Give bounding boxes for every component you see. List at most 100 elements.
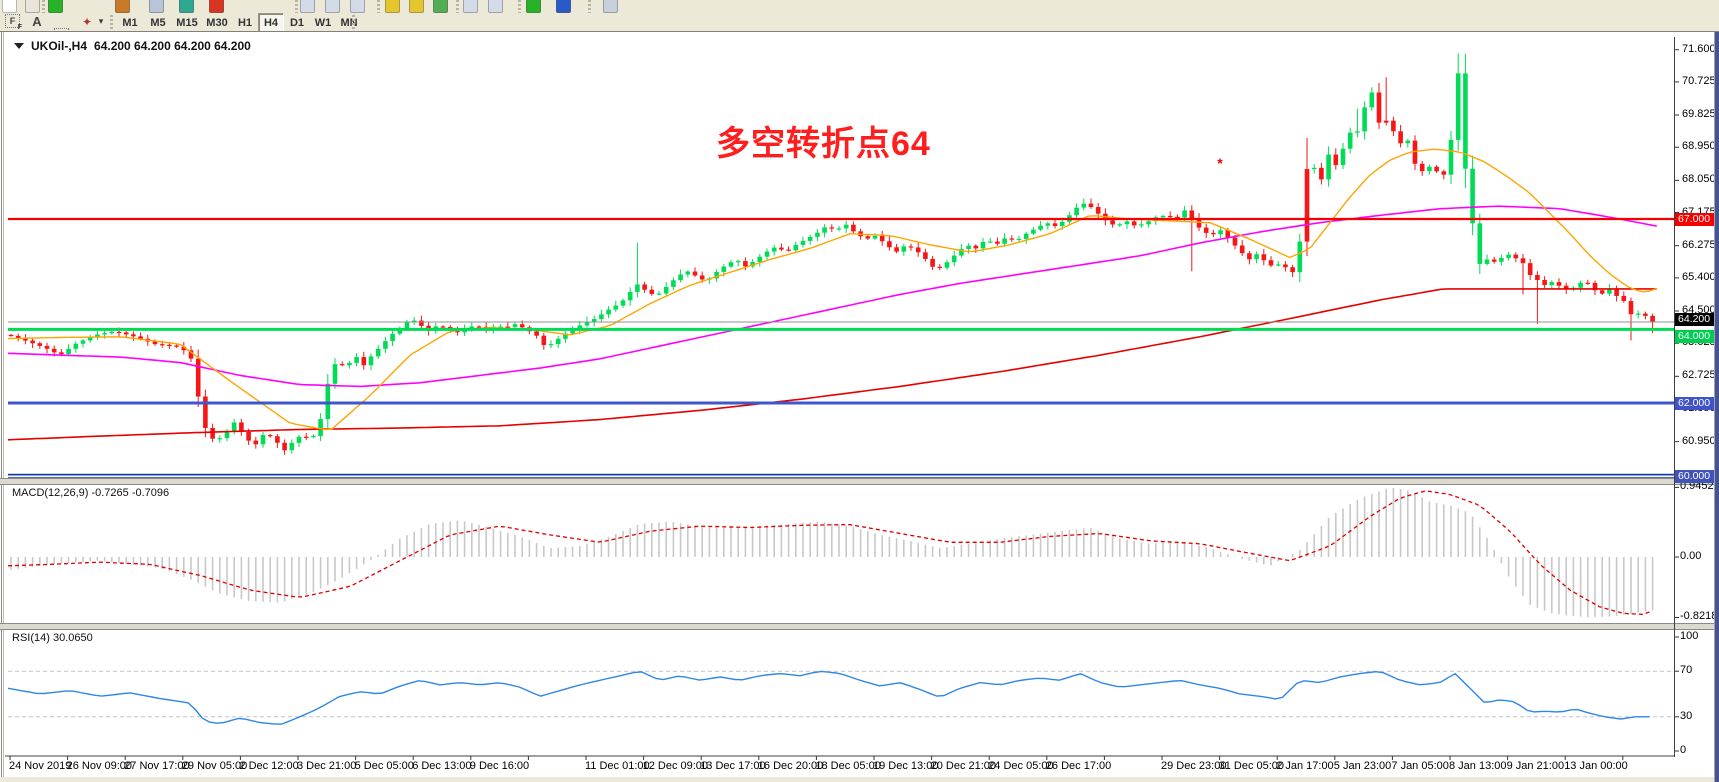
timeframe-H4[interactable]: H4 [258,13,284,32]
chart-window-icon[interactable] [149,0,164,13]
price-axis-tick: 68.950 [1682,140,1716,153]
time-axis-label: 13 Dec 17:00 [700,760,766,772]
price-badge-60.000: 60.000 [1675,470,1718,484]
caret-glyph: ▾ [98,16,104,26]
timeframe-MN[interactable]: MN [340,16,358,29]
time-axis-label: 6 Dec 13:00 [412,760,472,772]
price-badge-64.000: 64.000 [1675,329,1718,343]
time-axis-label: 29 Nov 05:00 [181,760,248,772]
arrows-glyph: ✦ [81,14,93,29]
macd-indicator-label: MACD(12,26,9) -0.7265 -0.7096 [12,487,170,499]
time-axis-label: 2 Jan 17:00 [1276,760,1334,772]
symbol-period-label: UKOil-,H4 [31,39,88,53]
toolbar-separator [588,0,591,13]
price-axis-tick: 64.500 [1682,304,1716,316]
price-badge-62.000: 62.000 [1675,396,1718,410]
price-axis-tick: 66.275 [1682,238,1716,251]
chart-plot[interactable]: * [0,32,1714,782]
time-axis-label: 9 Jan 21:00 [1506,760,1565,772]
arrows-dropdown-icon[interactable]: ▾ [96,14,106,29]
stop-icon[interactable] [209,0,224,13]
deposit-icon[interactable] [115,0,130,13]
cascade-icon[interactable] [463,0,478,13]
price-axis-tick: 70.725 [1682,74,1716,87]
autotrading-icon[interactable] [179,0,194,13]
time-axis-label: 29 Dec 23:00 [1161,760,1227,772]
price-axis-tick: 60.950 [1682,434,1716,447]
panel-separator[interactable] [0,478,1714,485]
rsi-axis-tick: 30 [1680,709,1693,722]
timeframe-M15[interactable]: M15 [176,16,198,29]
time-axis-label: 2 Dec 12:00 [239,760,299,772]
tile-vertical-icon[interactable] [350,0,365,13]
chart-window[interactable]: * UKOil-,H4 64.200 64.200 64.200 64.200 … [0,31,1719,782]
tile-horizontal-icon[interactable] [325,0,340,13]
price-axis-tick: 71.600 [1682,42,1716,55]
pencil-edit-icon[interactable] [385,0,400,13]
time-axis-label: 9 Dec 16:00 [469,760,530,772]
price-axis-tick: 69.825 [1682,108,1716,121]
toolbar-separator [456,0,459,13]
time-axis-label: 12 Dec 09:00 [642,760,709,772]
window-border [3,32,4,782]
time-axis-label: 16 Dec 20:00 [757,760,824,772]
chart-title: UKOil-,H4 64.200 64.200 64.200 64.200 [14,39,251,53]
chart-dropdown-icon[interactable] [14,43,24,49]
time-axis-label: 24 Nov 2019 [9,760,72,772]
time-axis-label: 27 Nov 17:00 [124,760,190,772]
text-label-icon[interactable]: A [30,14,44,29]
price-axis-tick: 62.725 [1682,369,1716,382]
timeframe-M30[interactable]: M30 [206,16,228,29]
price-badge-64.200: 64.200 [1675,313,1718,327]
timeframe-H1[interactable]: H1 [237,16,253,29]
time-axis-label: 7 Jan 05:00 [1391,760,1449,772]
chart-marker: * [1217,155,1223,171]
toolbar-separator [518,0,521,13]
zoom-icon[interactable] [25,0,40,13]
rsi-axis-tick: 70 [1680,664,1693,677]
window-border [1,32,2,782]
new-order-icon[interactable] [48,0,63,13]
time-axis-label: 31 Dec 05:00 [1218,760,1285,772]
fibonacci-icon[interactable]: F F [5,14,22,31]
strategy-grid-icon[interactable] [433,0,448,13]
time-axis-label: 19 Dec 13:00 [873,760,939,772]
add-indicator-icon[interactable] [526,0,541,13]
tile-windows-icon[interactable] [300,0,315,13]
time-axis-label: 13 Jan 00:00 [1564,760,1628,772]
time-axis-label: 11 Dec 01:00 [585,760,650,772]
window-right-edge [1714,32,1719,782]
time-axis-label: 18 Dec 05:00 [815,760,881,772]
time-axis-label: 26 Nov 09:00 [66,760,133,772]
panel-separator[interactable] [0,623,1714,630]
rsi-indicator-label: RSI(14) 30.0650 [12,632,93,644]
arrows-icon[interactable]: ✦ [79,14,95,29]
timeframe-M5[interactable]: M5 [150,16,166,29]
toolbar-separator [42,0,45,13]
calendar-icon[interactable] [603,0,618,13]
rsi-axis-tick: 0 [1680,744,1687,756]
price-axis-border [1674,37,1675,757]
timeframe-M1[interactable]: M1 [122,16,138,29]
web-icon[interactable] [556,0,571,13]
time-axis-label: 20 Dec 21:00 [930,760,997,772]
time-axis-label: 5 Dec 05:00 [354,760,414,772]
price-axis-tick: 68.050 [1682,173,1716,186]
time-axis-label: 8 Jan 13:00 [1449,760,1507,772]
price-axis-tick: 65.400 [1682,270,1716,283]
toolbar-grip [352,15,355,29]
timeframe-D1[interactable]: D1 [289,16,305,29]
time-axis-label: 24 Dec 05:00 [988,760,1054,772]
new-chart-icon[interactable] [2,0,17,13]
time-axis-label: 5 Jan 23:00 [1333,760,1392,772]
toolbar-grip [110,15,113,29]
macd-axis-tick: 0.9452 [1680,480,1714,493]
toolbar-separator [377,0,380,13]
chart-annotation-text[interactable]: 多空转折点64 [716,125,931,163]
price-badge-67.000: 67.000 [1675,212,1718,226]
time-axis-label: 3 Dec 21:00 [297,760,357,772]
timeframe-W1[interactable]: W1 [314,16,332,29]
arrange-icon[interactable] [488,0,503,13]
pencil-draw-icon[interactable] [409,0,424,13]
